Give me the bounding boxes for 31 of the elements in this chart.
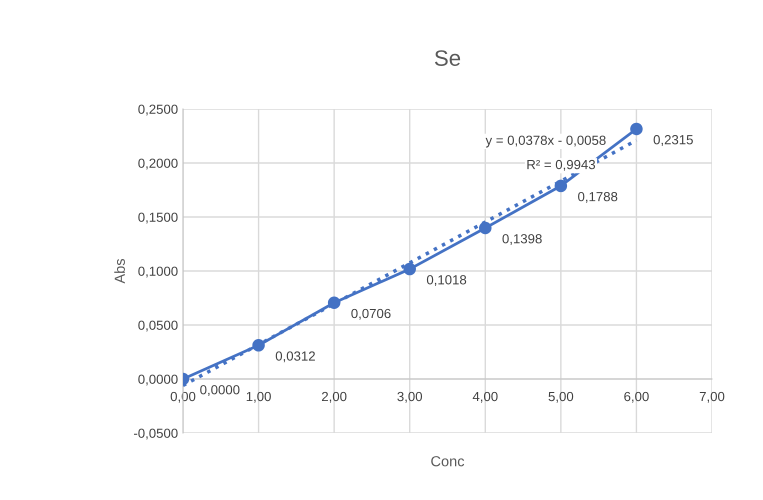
y-tick-label: -0,0500 (134, 428, 178, 440)
x-tick-label: 2,00 (322, 392, 346, 403)
x-tick-label: 4,00 (472, 392, 498, 403)
point (252, 339, 265, 352)
x-tick-label: 5,00 (548, 392, 574, 403)
y-tick-label: 0,1000 (138, 266, 178, 278)
data-label: 0,1788 (578, 192, 618, 203)
y-tick-label: 0,0000 (138, 374, 178, 386)
chart-title: Se (434, 50, 460, 66)
x-tick-label: 3,00 (397, 392, 422, 403)
y-tick-label: 0,1500 (138, 212, 178, 224)
y-tick-label: 0,2000 (138, 158, 178, 170)
x-tick-label: 1,00 (246, 392, 271, 403)
data-label: 0,1398 (502, 234, 542, 245)
point (479, 222, 492, 234)
point (630, 122, 643, 136)
data-label: 0,0000 (200, 385, 240, 396)
y-axis-title: Abs (114, 258, 125, 284)
x-axis-title: Conc (431, 456, 464, 466)
point (403, 262, 416, 276)
point (554, 180, 568, 192)
data-label: 0,1018 (426, 275, 466, 286)
data-label: 0,0706 (351, 308, 391, 320)
annotation: R² = 0,9943 (527, 160, 596, 171)
x-tick-label: 6,00 (624, 392, 649, 403)
x-tick-label: 7,00 (700, 392, 724, 403)
data-label: 0,0312 (276, 351, 315, 362)
annotation: y = 0,0378x - 0,0058 (486, 136, 606, 148)
data-label: 0,2315 (654, 135, 693, 146)
y-tick-label: 0,0500 (138, 320, 178, 332)
y-tick-label: 0,2500 (138, 104, 178, 116)
